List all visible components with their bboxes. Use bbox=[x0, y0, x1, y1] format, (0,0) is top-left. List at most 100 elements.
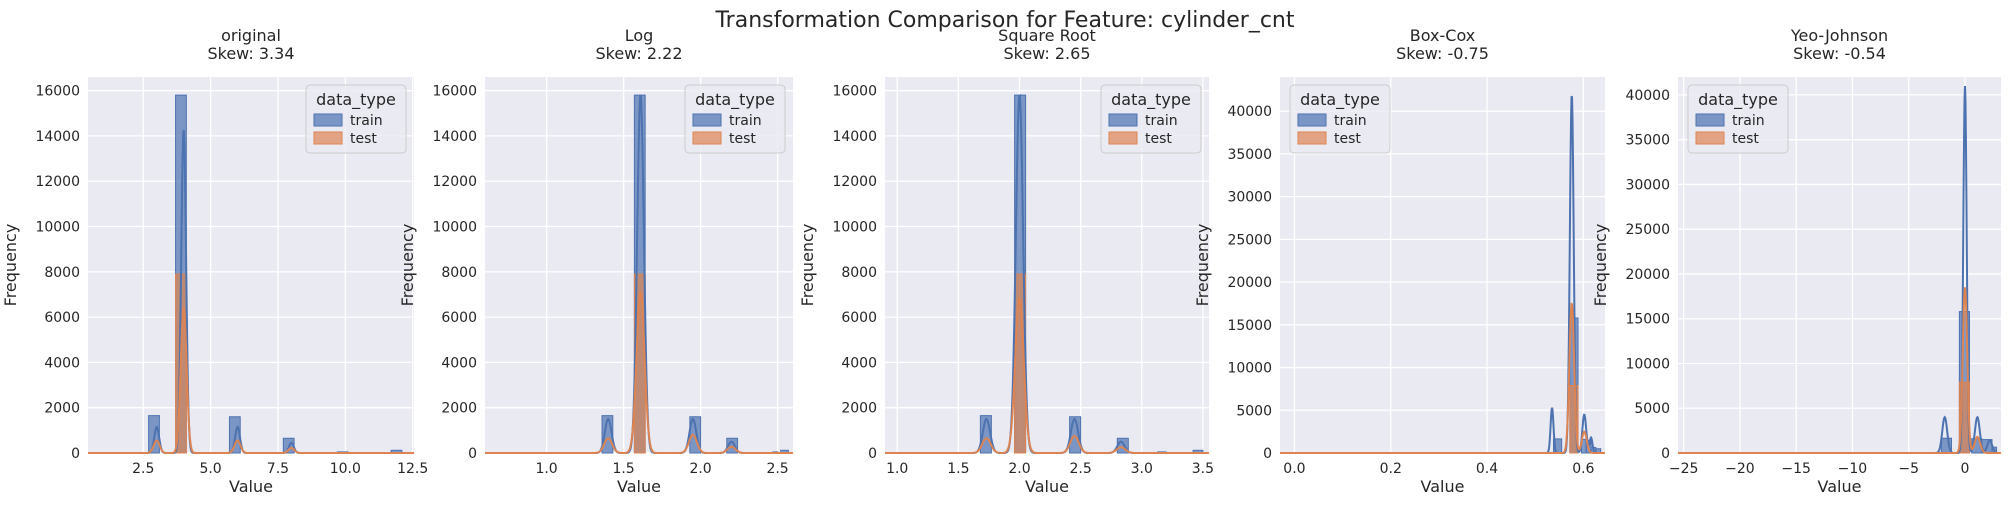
test-kde-line bbox=[885, 297, 1209, 454]
panel-skew: Skew: -0.75 bbox=[1396, 44, 1489, 63]
x-tick-label: 12.5 bbox=[397, 461, 428, 477]
y-tick-label: 12000 bbox=[35, 174, 80, 190]
y-tick-label: 10000 bbox=[832, 219, 877, 235]
x-tick-label: 1.5 bbox=[612, 461, 634, 477]
y-tick-label: 20000 bbox=[1625, 267, 1670, 283]
x-tick-label: 0.4 bbox=[1476, 461, 1498, 477]
x-tick-label: 2.0 bbox=[689, 461, 711, 477]
legend-swatch-train bbox=[313, 113, 343, 127]
panel-skew: Skew: -0.54 bbox=[1793, 44, 1886, 63]
panel-title: original bbox=[221, 26, 281, 45]
legend-swatch-train bbox=[1695, 113, 1725, 127]
y-tick-label: 0 bbox=[468, 446, 477, 462]
legend-swatch-test bbox=[1108, 131, 1138, 145]
y-tick-label: 14000 bbox=[432, 129, 477, 145]
x-tick-label: 2.5 bbox=[766, 461, 788, 477]
legend-title: data_type bbox=[1111, 90, 1191, 110]
legend-label-test: test bbox=[350, 131, 377, 147]
x-tick-label: −20 bbox=[1725, 461, 1755, 477]
y-axis-label: Frequency bbox=[1, 224, 20, 307]
y-tick-label: 30000 bbox=[1625, 177, 1670, 193]
panel-title: Log bbox=[625, 26, 654, 45]
y-tick-label: 35000 bbox=[1625, 133, 1670, 149]
y-tick-label: 8000 bbox=[44, 265, 80, 281]
x-tick-label: 7.5 bbox=[267, 461, 289, 477]
y-tick-label: 12000 bbox=[432, 174, 477, 190]
x-tick-label: 1.0 bbox=[535, 461, 557, 477]
y-tick-label: 0 bbox=[1661, 446, 1670, 462]
y-tick-label: 2000 bbox=[841, 401, 877, 417]
chart-panel-2: 0 2000 4000 6000 8000 10000 12000 14000 16000 1.0… bbox=[398, 26, 793, 496]
legend-title: data_type bbox=[316, 90, 396, 110]
x-tick-label: 2.5 bbox=[1069, 461, 1091, 477]
legend-label-test: test bbox=[1732, 131, 1759, 147]
test-kde-line bbox=[1280, 302, 1605, 454]
y-tick-label: 8000 bbox=[441, 265, 477, 281]
x-axis-label: Value bbox=[617, 477, 661, 496]
legend-title: data_type bbox=[1300, 90, 1380, 110]
y-tick-label: 10000 bbox=[1227, 361, 1272, 377]
x-tick-label: 3.5 bbox=[1192, 461, 1214, 477]
y-tick-label: 25000 bbox=[1227, 232, 1272, 248]
x-tick-label: −25 bbox=[1669, 461, 1699, 477]
y-tick-label: 14000 bbox=[35, 129, 80, 145]
legend-swatch-test bbox=[692, 131, 722, 145]
y-tick-label: 6000 bbox=[841, 310, 877, 326]
y-tick-label: 15000 bbox=[1227, 318, 1272, 334]
y-tick-label: 25000 bbox=[1625, 222, 1670, 238]
x-tick-label: −15 bbox=[1781, 461, 1811, 477]
x-tick-label: 0.2 bbox=[1380, 461, 1402, 477]
legend-swatch-test bbox=[1297, 131, 1327, 145]
x-tick-label: 1.5 bbox=[947, 461, 969, 477]
legend-label-train: train bbox=[729, 113, 762, 129]
x-axis-label: Value bbox=[1421, 477, 1465, 496]
legend-label-test: test bbox=[1145, 131, 1172, 147]
test-kde-line bbox=[88, 306, 414, 454]
panel-title: Box-Cox bbox=[1410, 26, 1475, 45]
chart-panel-1: 0 2000 4000 6000 8000 10000 12000 14000 16000 2.5… bbox=[1, 26, 428, 496]
y-axis-label: Frequency bbox=[398, 224, 417, 307]
y-tick-label: 4000 bbox=[841, 355, 877, 371]
chart-panel-4: 0 5000 10000 15000 20000 25000 30000 35000 40000… bbox=[1193, 26, 1605, 496]
y-tick-label: 8000 bbox=[841, 265, 877, 281]
y-tick-label: 5000 bbox=[1236, 403, 1272, 419]
y-tick-label: 4000 bbox=[44, 355, 80, 371]
legend-label-train: train bbox=[1334, 113, 1367, 129]
y-tick-label: 12000 bbox=[832, 174, 877, 190]
y-tick-label: 35000 bbox=[1227, 147, 1272, 163]
y-tick-label: 10000 bbox=[1625, 356, 1670, 372]
y-axis-label: Frequency bbox=[798, 224, 817, 307]
x-tick-label: 5.0 bbox=[199, 461, 221, 477]
y-tick-label: 0 bbox=[1263, 446, 1272, 462]
x-tick-label: 0.0 bbox=[1283, 461, 1305, 477]
legend-title: data_type bbox=[695, 90, 775, 110]
x-tick-label: 0 bbox=[1961, 461, 1970, 477]
y-tick-label: 10000 bbox=[35, 219, 80, 235]
legend-title: data_type bbox=[1698, 90, 1778, 110]
y-tick-label: 2000 bbox=[44, 401, 80, 417]
legend-swatch-test bbox=[313, 131, 343, 145]
y-tick-label: 16000 bbox=[432, 84, 477, 100]
y-tick-label: 10000 bbox=[432, 219, 477, 235]
x-tick-label: 2.5 bbox=[132, 461, 154, 477]
y-tick-label: 20000 bbox=[1227, 275, 1272, 291]
panel-title: Yeo-Johnson bbox=[1790, 26, 1888, 45]
y-tick-label: 0 bbox=[868, 446, 877, 462]
panel-skew: Skew: 2.22 bbox=[595, 44, 682, 63]
y-tick-label: 2000 bbox=[441, 401, 477, 417]
legend-label-test: test bbox=[1334, 131, 1361, 147]
y-tick-label: 16000 bbox=[832, 84, 877, 100]
legend-swatch-test bbox=[1695, 131, 1725, 145]
x-tick-label: −5 bbox=[1898, 461, 1919, 477]
x-axis-label: Value bbox=[1025, 477, 1069, 496]
chart-panel-3: 0 2000 4000 6000 8000 10000 12000 14000 16000 1.0… bbox=[798, 26, 1214, 496]
y-tick-label: 6000 bbox=[441, 310, 477, 326]
panel-skew: Skew: 3.34 bbox=[207, 44, 294, 63]
x-tick-label: 3.0 bbox=[1131, 461, 1153, 477]
figure-title: Transformation Comparison for Feature: c… bbox=[714, 8, 1294, 33]
panel-skew: Skew: 2.65 bbox=[1003, 44, 1090, 63]
